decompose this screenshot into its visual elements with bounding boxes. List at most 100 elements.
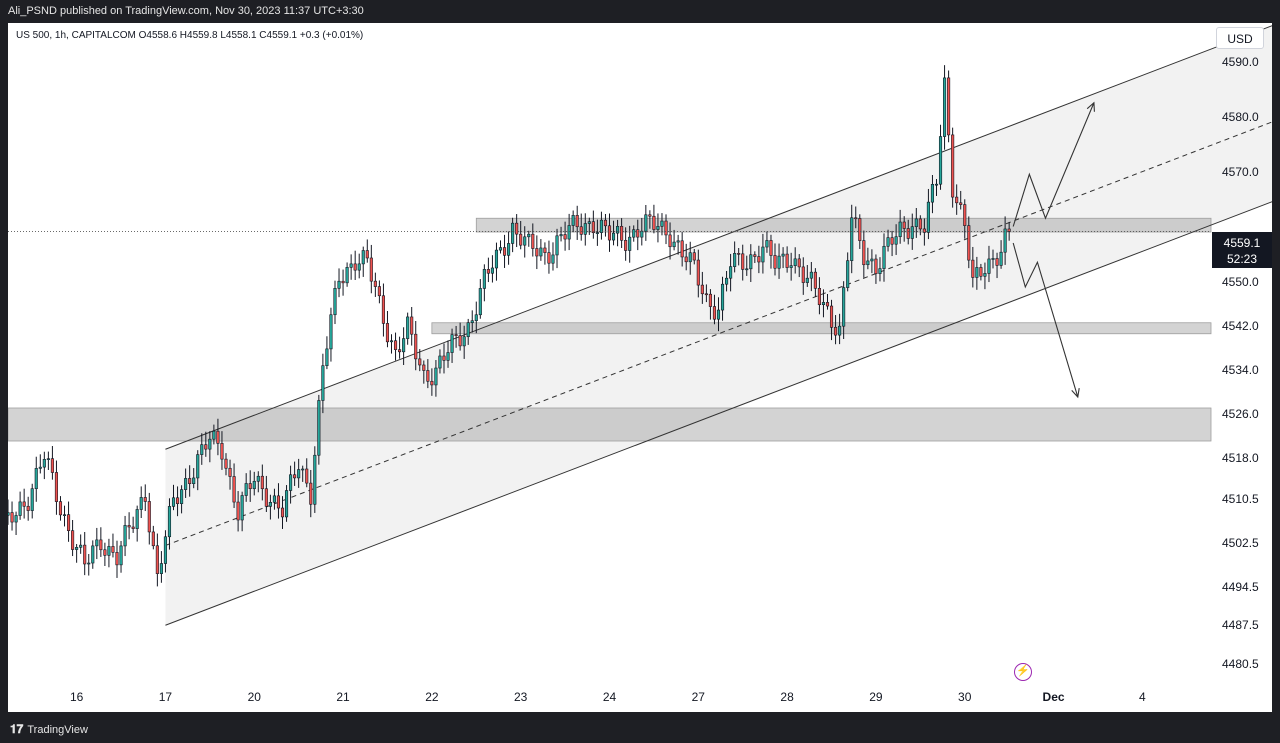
- candle-down: [111, 546, 115, 553]
- chart-frame[interactable]: US 500, 1h, CAPITALCOM O4558.6 H4559.8 L…: [8, 23, 1272, 712]
- candle-up: [62, 514, 67, 516]
- candle-up: [171, 497, 176, 507]
- candle-down: [959, 202, 963, 205]
- candle-down: [147, 501, 151, 533]
- candle-up: [256, 475, 260, 482]
- candle-up: [38, 466, 42, 469]
- candle-down: [829, 305, 834, 328]
- publisher-text: Ali_PSND published on TradingView.com, N…: [8, 5, 364, 17]
- candle-up: [688, 252, 692, 263]
- candle-up: [478, 288, 482, 316]
- candle-down: [918, 218, 922, 230]
- candle-down: [309, 482, 313, 505]
- time-tick-label: 22: [425, 690, 439, 704]
- candle-up: [329, 314, 333, 350]
- candle-down: [620, 226, 624, 241]
- price-tick-label: 4580.0: [1222, 109, 1259, 124]
- candle-up: [46, 458, 50, 460]
- candle-down: [773, 255, 777, 269]
- candle-down: [971, 259, 975, 278]
- candle-down: [624, 239, 628, 251]
- tradingview-logo[interactable]: 𝟏𝟕 TradingView: [10, 722, 88, 737]
- candle-up: [389, 340, 394, 343]
- price-tick-label: 4550.0: [1222, 274, 1259, 289]
- time-tick-label: 21: [336, 690, 350, 704]
- time-tick-label: 29: [869, 690, 883, 704]
- candle-down: [373, 280, 377, 287]
- candle-down: [216, 430, 220, 444]
- candle-down: [648, 214, 652, 217]
- candle-down: [410, 316, 414, 335]
- candle-down: [668, 234, 672, 248]
- sr-zone-2: [8, 407, 1212, 442]
- candle-down: [1007, 228, 1011, 232]
- candle-up: [87, 562, 91, 565]
- candle-down: [414, 333, 418, 360]
- candle-down: [365, 250, 369, 259]
- candle-up: [725, 277, 729, 285]
- currency-button[interactable]: USD: [1216, 27, 1264, 49]
- candle-down: [393, 340, 398, 350]
- candle-up: [878, 268, 882, 274]
- candle-up: [898, 221, 902, 238]
- candle-up: [910, 226, 914, 239]
- candle-up: [30, 488, 34, 511]
- candle-down: [922, 228, 926, 233]
- candle-up: [672, 241, 676, 248]
- candle-up: [180, 489, 184, 504]
- candle-up: [894, 236, 898, 245]
- candle-down: [418, 358, 422, 366]
- candle-up: [289, 474, 293, 491]
- candle-up: [252, 480, 256, 490]
- candle-down: [862, 240, 866, 266]
- candle-down: [704, 293, 708, 296]
- candle-up: [583, 223, 587, 235]
- candle-down: [955, 196, 959, 204]
- candle-up: [749, 254, 753, 270]
- candle-down: [385, 323, 390, 343]
- candle-down: [708, 293, 712, 307]
- candle-down: [454, 334, 458, 336]
- candle-up: [846, 260, 850, 288]
- candle-down: [906, 228, 910, 239]
- candle-up: [640, 230, 644, 238]
- time-tick-label: Dec: [1042, 690, 1065, 704]
- time-tick-label: 27: [691, 690, 705, 704]
- lightning-icon[interactable]: ⚡: [1014, 663, 1032, 681]
- candle-down: [103, 549, 107, 556]
- candle-down: [858, 218, 862, 241]
- candle-down: [700, 284, 704, 295]
- candle-up: [587, 221, 591, 224]
- candle-down: [220, 443, 224, 460]
- candle-down: [813, 271, 817, 289]
- candle-up: [729, 266, 733, 279]
- candle-down: [99, 539, 103, 551]
- candle-down: [563, 234, 567, 240]
- candle-down: [26, 505, 30, 511]
- candle-down: [515, 222, 519, 235]
- candle-up: [208, 438, 212, 450]
- candle-up: [559, 234, 563, 237]
- candle-up: [999, 251, 1003, 266]
- price-chart[interactable]: [8, 23, 1272, 712]
- candle-up: [938, 136, 943, 185]
- candle-up: [983, 273, 987, 277]
- candle-up: [821, 302, 826, 306]
- candle-down: [757, 256, 761, 263]
- candle-up: [761, 246, 765, 263]
- candle-down: [54, 472, 58, 502]
- candle-up: [8, 512, 10, 516]
- candle-down: [305, 468, 309, 484]
- candle-up: [163, 536, 167, 564]
- price-tick-label: 4518.0: [1222, 450, 1259, 465]
- candle-up: [850, 217, 854, 261]
- candle-down: [50, 458, 54, 473]
- candle-up: [297, 469, 301, 479]
- candle-up: [777, 255, 781, 269]
- candle-down: [264, 488, 268, 507]
- time-tick-label: 28: [780, 690, 794, 704]
- candle-down: [967, 225, 971, 261]
- candle-down: [947, 77, 951, 136]
- candle-up: [470, 320, 474, 323]
- candle-down: [293, 474, 297, 479]
